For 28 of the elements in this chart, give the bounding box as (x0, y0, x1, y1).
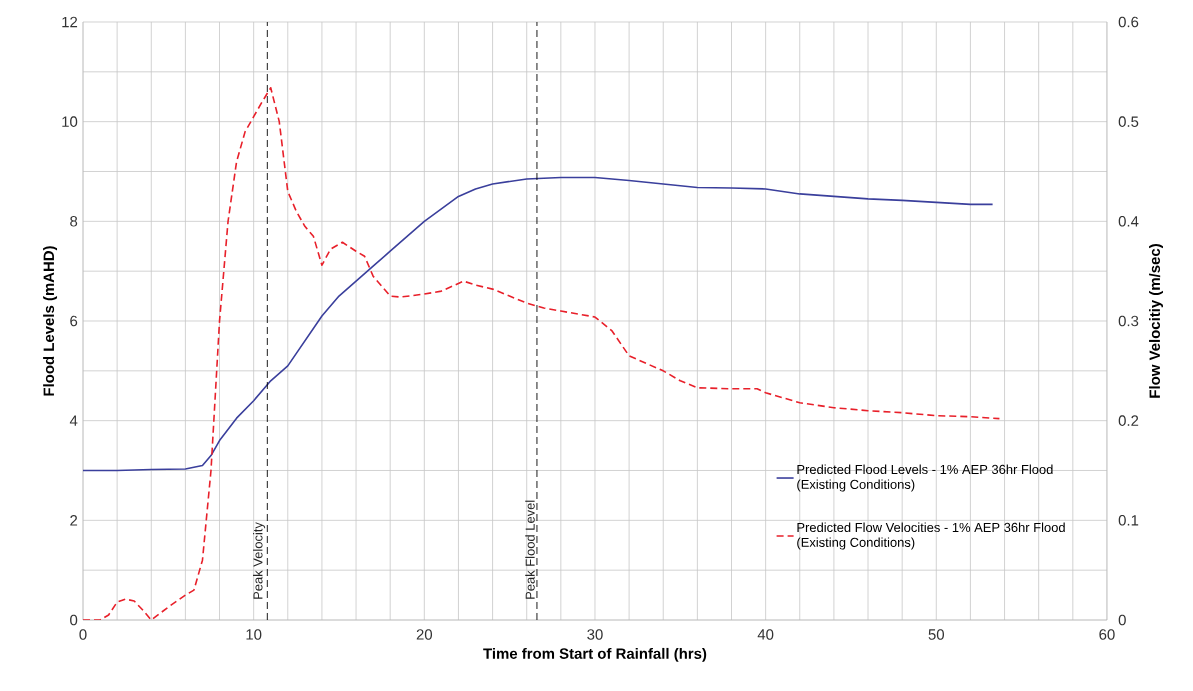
ref-line-label: Peak Flood Level (525, 500, 535, 599)
legend-label: Predicted Flood Levels - 1% AEP 36hr Flood (Existing Conditions) (797, 464, 1053, 492)
y2-axis-title: Flow Velocitiy (m/sec) (1149, 244, 1163, 398)
y-tick-label: 12 (62, 16, 78, 28)
x-tick-label: 50 (928, 629, 944, 640)
x-tick-label: 20 (416, 629, 433, 640)
y-axis-title: Flood Levels (mAHD) (43, 246, 58, 396)
x-tick-label: 40 (757, 629, 774, 640)
x-tick-label: 10 (246, 629, 262, 640)
y2-tick-label: 0 (1118, 614, 1126, 626)
y2-tick-label: 0.1 (1118, 515, 1139, 526)
y-tick-label: 0 (70, 614, 78, 626)
y2-tick-label: 0.2 (1118, 415, 1139, 426)
x-tick-label: 30 (587, 629, 603, 640)
y-tick-label: 4 (69, 415, 78, 426)
y-tick-label: 2 (70, 515, 78, 526)
y2-tick-label: 0.6 (1118, 16, 1139, 28)
y-tick-label: 8 (70, 216, 78, 227)
x-tick-label: 60 (1099, 629, 1115, 640)
ref-line-label: Peak Velocity (253, 522, 266, 599)
x-tick-label: 0 (79, 629, 87, 640)
y2-tick-label: 0.4 (1118, 216, 1139, 227)
y2-tick-label: 0.5 (1118, 116, 1139, 127)
x-axis-title: Time from Start of Rainfall (hrs) (483, 647, 707, 662)
y-tick-label: 10 (62, 116, 78, 127)
legend-label: Predicted Flow Velocities - 1% AEP 36hr Flood (Existing Conditions) (797, 522, 1065, 550)
y-tick-label: 6 (70, 315, 78, 327)
y2-tick-label: 0.3 (1118, 315, 1139, 327)
